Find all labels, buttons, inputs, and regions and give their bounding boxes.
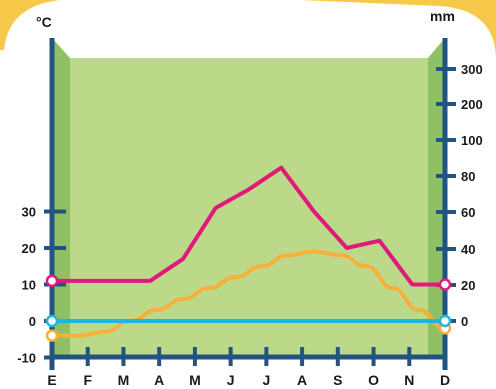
left-ticks: -10 0 10 20 30 <box>17 205 66 366</box>
month-label: J <box>227 372 235 388</box>
frame-top-left <box>0 0 60 50</box>
panel-left-side <box>52 38 70 357</box>
left-tick-label: 10 <box>22 278 36 293</box>
month-label: E <box>47 372 56 388</box>
right-ticks: 0 20 40 60 80 100 200 300 <box>436 62 483 329</box>
month-label: A <box>154 372 164 388</box>
month-label: M <box>118 372 130 388</box>
series-line <box>50 249 447 338</box>
left-axis-unit: °C <box>36 14 52 30</box>
plot-panel <box>70 58 428 357</box>
right-tick-label: 0 <box>461 314 468 329</box>
right-tick-label: 100 <box>461 133 483 148</box>
month-label: A <box>297 372 307 388</box>
right-tick-label: 80 <box>461 169 475 184</box>
month-label: S <box>333 372 342 388</box>
month-label: M <box>189 372 201 388</box>
right-tick-label: 20 <box>461 278 475 293</box>
series-line <box>50 165 447 287</box>
series-end-marker <box>45 314 59 328</box>
series-end-marker <box>45 274 59 288</box>
left-tick-label: 20 <box>22 241 36 256</box>
frame-top-right <box>300 0 496 60</box>
right-tick-label: 60 <box>461 205 475 220</box>
month-label: J <box>262 372 270 388</box>
left-tick-label: -10 <box>17 351 36 366</box>
right-axis-unit: mm <box>430 8 455 24</box>
panel-right-side <box>428 38 445 357</box>
series-layer <box>45 165 452 342</box>
right-tick-label: 40 <box>461 242 475 257</box>
series-end-marker <box>438 278 452 291</box>
right-tick-label: 300 <box>461 62 483 77</box>
month-label: D <box>440 372 450 388</box>
series-end-marker <box>45 329 59 342</box>
right-tick-label: 200 <box>461 97 483 112</box>
left-tick-label: 0 <box>29 314 36 329</box>
series-end-marker <box>438 314 452 328</box>
month-label: F <box>83 372 92 388</box>
left-tick-label: 30 <box>22 205 36 220</box>
month-label: N <box>404 372 414 388</box>
month-label: O <box>368 372 379 388</box>
